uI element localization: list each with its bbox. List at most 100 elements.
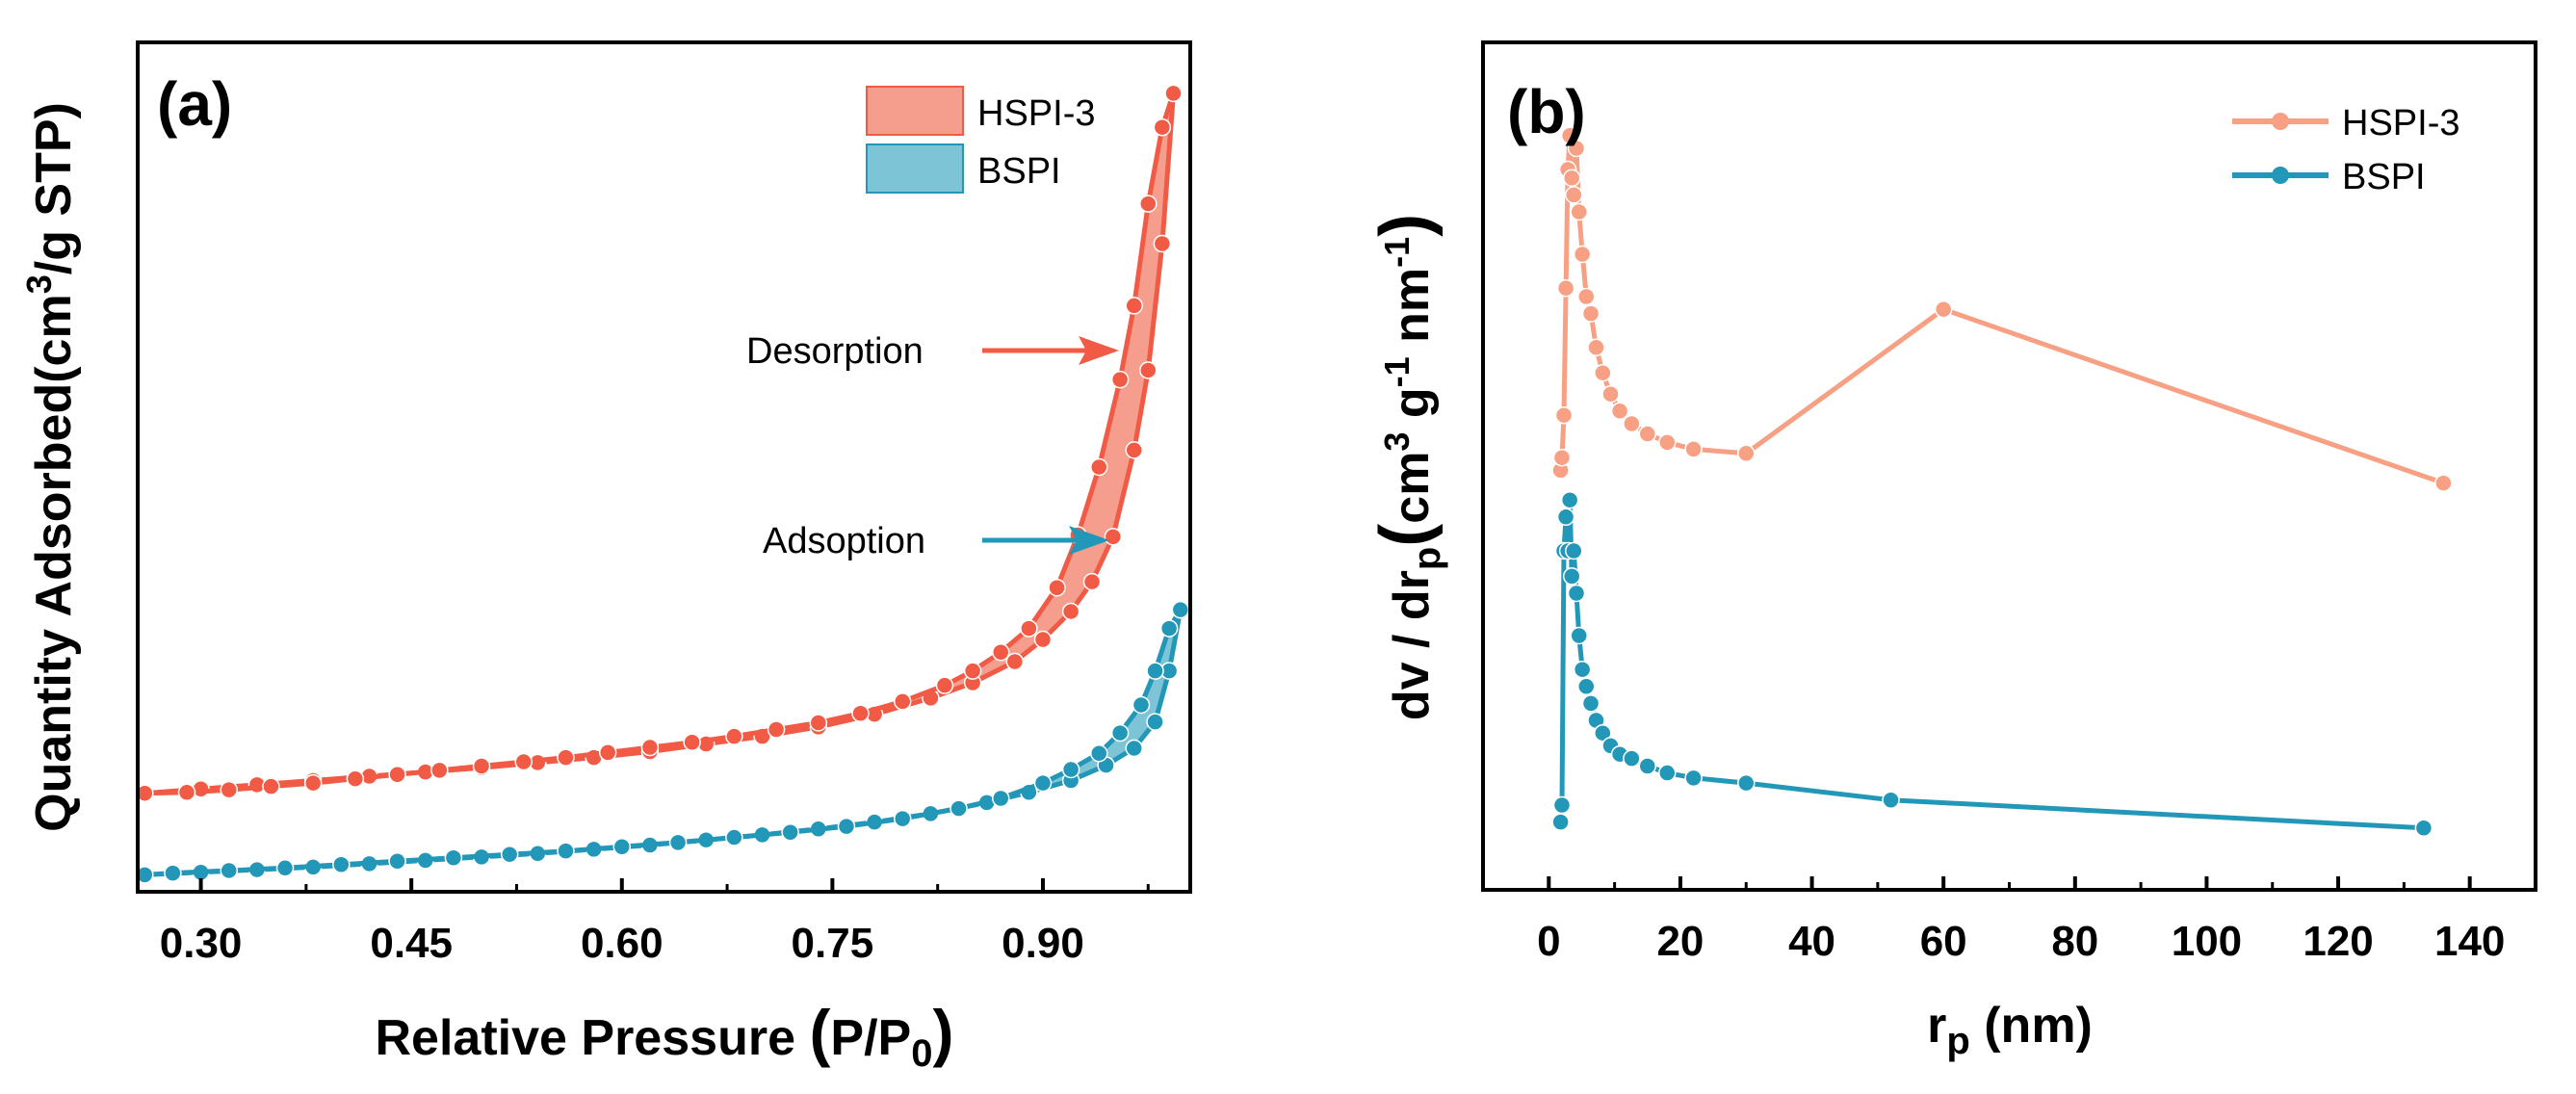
data-point: [1061, 602, 1080, 621]
data-point: [1638, 757, 1657, 775]
data-point: [1658, 433, 1677, 452]
panel-b-x-axis-title: rp (nm): [1927, 998, 2093, 1062]
data-point: [1658, 764, 1677, 782]
data-point: [557, 842, 575, 860]
data-point: [1570, 626, 1588, 645]
data-point: [837, 817, 856, 836]
data-point: [893, 692, 912, 711]
x-tick-label: 40: [1788, 918, 1835, 965]
data-point: [1601, 384, 1620, 404]
x-tick-label: 80: [2051, 918, 2098, 965]
data-point: [725, 727, 743, 745]
data-point: [1610, 402, 1629, 421]
panel-a-y-axis-title: Quantity Adsorbed(cm3/g STP): [19, 102, 82, 832]
panel-b-legend-label-bspi: BSPI: [2342, 157, 2426, 197]
data-point: [1882, 791, 1900, 809]
data-point: [851, 704, 870, 723]
x-tick-label: 120: [2303, 918, 2373, 965]
data-point: [1581, 694, 1600, 713]
data-point: [1560, 490, 1579, 509]
panel-a-legend-swatch-bspi: [866, 143, 964, 194]
panel-b-y-axis-title: dv / drp(cm3 g-1 nm-1): [1366, 214, 1448, 720]
data-point: [1164, 84, 1183, 103]
data-point: [1556, 278, 1575, 298]
adsorption-label: Adsoption: [763, 521, 925, 561]
data-point: [1104, 528, 1123, 546]
data-point: [992, 643, 1010, 662]
data-point: [1048, 578, 1066, 597]
data-point: [1159, 619, 1179, 638]
data-point: [1573, 245, 1592, 264]
data-point: [1684, 768, 1703, 788]
x-tick-label: 20: [1656, 918, 1704, 965]
desorption-arrow-head: [1079, 336, 1119, 365]
data-point: [1577, 287, 1596, 306]
data-point: [725, 828, 743, 847]
hysteresis-fill-hspi: [144, 92, 1174, 794]
data-point: [2414, 819, 2433, 838]
data-point: [1110, 370, 1130, 389]
data-point: [809, 714, 828, 732]
data-point: [500, 845, 519, 864]
data-point: [1623, 749, 1641, 768]
data-point: [1573, 660, 1592, 679]
x-tick-label: 0.75: [792, 920, 874, 967]
panel-b-legend-marker-bspi: [2272, 167, 2289, 184]
data-point: [1551, 813, 1570, 831]
data-point: [1565, 541, 1583, 560]
panel-b-x-ticks: 0 20 40 60 80 100 120 140: [1481, 876, 2537, 965]
data-point: [1594, 723, 1612, 742]
data-point: [514, 752, 533, 771]
data-point: [1594, 363, 1612, 382]
data-point: [220, 861, 238, 880]
data-point: [1684, 440, 1703, 458]
data-point: [1125, 739, 1143, 758]
data-point: [1146, 662, 1164, 680]
panel-a-label: (a): [157, 69, 232, 139]
data-point: [262, 777, 280, 795]
data-point: [668, 833, 688, 852]
data-point: [992, 789, 1010, 808]
panel-a-legend-swatch-hspi: [866, 86, 964, 136]
psd-line-hspi: [1558, 133, 2445, 485]
data-point: [388, 851, 406, 871]
panel-a-annotation-desorption: Desorption: [746, 331, 1119, 372]
data-point: [1623, 414, 1641, 433]
data-point: [1638, 425, 1657, 443]
panel-b-legend-marker-hspi: [2272, 113, 2289, 130]
x-tick-label: 0.60: [581, 920, 664, 967]
data-point: [1562, 567, 1581, 586]
data-point: [346, 769, 365, 788]
data-point: [303, 773, 323, 793]
data-point: [683, 733, 701, 752]
data-point: [1577, 677, 1596, 696]
data-point: [1556, 508, 1575, 527]
data-point: [640, 738, 660, 757]
data-point: [950, 799, 968, 818]
panel-a-x-axis-title: Relative Pressure (P/P0): [376, 997, 954, 1075]
data-point: [598, 743, 617, 762]
panel-b-plot-area: [1551, 126, 2453, 838]
data-point: [1153, 117, 1172, 137]
x-tick-label: 0.90: [1002, 920, 1084, 967]
data-point: [1146, 713, 1164, 731]
panel-a-frame: [136, 40, 1192, 894]
data-point: [430, 761, 449, 780]
data-point: [893, 809, 912, 828]
data-point: [1565, 186, 1583, 204]
data-point: [1090, 743, 1108, 763]
data-point: [1562, 169, 1581, 188]
data-point: [557, 748, 575, 767]
data-point: [1581, 304, 1600, 323]
data-point: [767, 720, 786, 739]
panel-a-legend-label-hspi: HSPI-3: [977, 93, 1095, 134]
data-point: [1090, 457, 1108, 477]
data-point: [963, 662, 982, 680]
data-point: [1934, 300, 1953, 319]
data-point: [1570, 202, 1588, 221]
data-point: [1567, 139, 1586, 158]
panel-a: 0.30 0.45 0.60 0.75 0.90 (a) HSPI-3 BSPI Des…: [19, 40, 1192, 1075]
data-point: [1552, 448, 1572, 467]
data-point: [1132, 695, 1151, 715]
